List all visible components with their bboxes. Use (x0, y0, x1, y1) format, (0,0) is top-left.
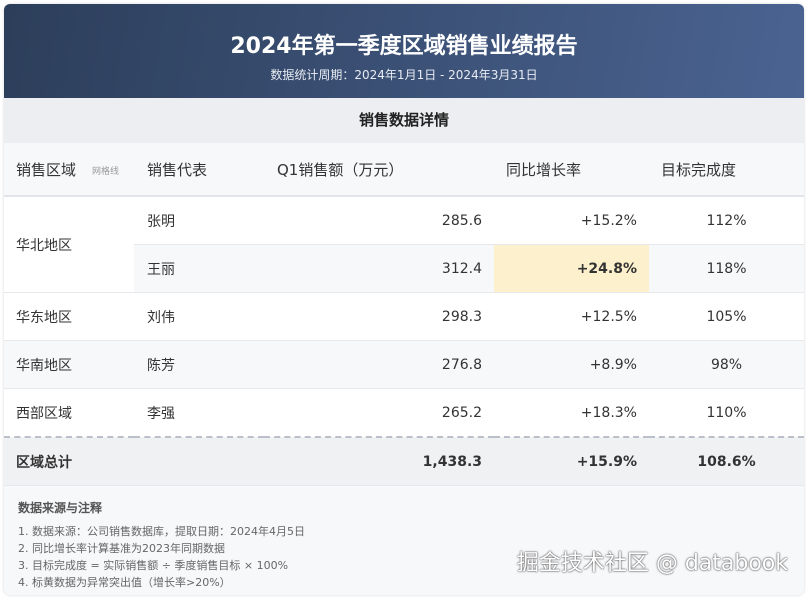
total-sales: 1,438.3 (264, 436, 494, 486)
report-card: 2024年第一季度区域销售业绩报告 数据统计周期：2024年1月1日 - 202… (4, 4, 804, 595)
sales-cell: 265.2 (264, 388, 494, 438)
note-item: 3. 目标完成度 = 实际销售额 ÷ 季度销售目标 × 100% (18, 559, 289, 572)
sales-cell: 285.6 (264, 196, 494, 245)
region-cell: 华南地区 (4, 340, 134, 389)
grid-label: 网格线 (92, 166, 120, 177)
table-row: 华南地区 陈芳 276.8 +8.9% 98% (4, 340, 804, 389)
growth-cell-highlighted: +24.8% (494, 244, 649, 293)
report-title: 2024年第一季度区域销售业绩报告 (230, 34, 578, 59)
total-label: 区域总计 (4, 436, 134, 486)
completion-cell: 105% (649, 292, 804, 341)
col-header-completion: 目标完成度 (649, 143, 804, 197)
watermark: 掘金技术社区 @ databook (516, 551, 788, 576)
sales-cell: 276.8 (264, 340, 494, 389)
completion-cell: 98% (649, 340, 804, 389)
completion-cell: 110% (649, 388, 804, 438)
note-item: 1. 数据来源：公司销售数据库，提取日期：2024年4月5日 (18, 525, 305, 538)
rep-cell: 张明 (134, 196, 264, 245)
total-growth: +15.9% (494, 436, 649, 486)
note-item: 4. 标黄数据为异常突出值（增长率>20%） (18, 576, 231, 589)
region-cell: 华东地区 (4, 292, 134, 341)
section-title: 销售数据详情 (4, 98, 804, 143)
table-row: 王丽 312.4 +24.8% 118% (4, 244, 804, 293)
sales-cell: 298.3 (264, 292, 494, 341)
report-header: 2024年第一季度区域销售业绩报告 数据统计周期：2024年1月1日 - 202… (4, 4, 804, 98)
col-region-label: 销售区域 (16, 160, 77, 179)
growth-cell: +15.2% (494, 196, 649, 245)
table-row: 华北地区 张明 285.6 +15.2% 112% (4, 196, 804, 293)
col-header-region: 销售区域 网格线 (4, 143, 134, 197)
growth-cell: +8.9% (494, 340, 649, 389)
rep-cell: 王丽 (134, 244, 264, 293)
rep-cell: 李强 (134, 388, 264, 438)
growth-cell: +12.5% (494, 292, 649, 341)
table-row: 西部区域 李强 265.2 +18.3% 110% (4, 388, 804, 438)
total-rep-empty (134, 436, 264, 486)
col-header-sales: Q1销售额（万元） (264, 143, 494, 197)
region-cell: 华北地区 (4, 196, 134, 293)
completion-cell: 112% (649, 196, 804, 245)
table-row: 华东地区 刘伟 298.3 +12.5% 105% (4, 292, 804, 341)
total-row: 区域总计 1,438.3 +15.9% 108.6% (4, 436, 804, 486)
note-item: 2. 同比增长率计算基准为2023年同期数据 (18, 542, 225, 555)
col-header-rep: 销售代表 (134, 143, 264, 197)
rep-cell: 刘伟 (134, 292, 264, 341)
report-period: 数据统计周期：2024年1月1日 - 2024年3月31日 (270, 68, 538, 82)
total-completion: 108.6% (649, 436, 804, 486)
col-header-growth: 同比增长率 (494, 143, 649, 197)
region-cell: 西部区域 (4, 388, 134, 438)
completion-cell: 118% (649, 244, 804, 293)
table-header-row: 销售区域 网格线 销售代表 Q1销售额（万元） 同比增长率 目标完成度 (4, 143, 804, 197)
sales-cell: 312.4 (264, 244, 494, 293)
notes-title: 数据来源与注释 (18, 501, 103, 515)
rep-cell: 陈芳 (134, 340, 264, 389)
growth-cell: +18.3% (494, 388, 649, 438)
sales-table: 销售区域 网格线 销售代表 Q1销售额（万元） 同比增长率 目标完成度 华北地区 … (4, 143, 804, 486)
notes-section: 数据来源与注释 1. 数据来源：公司销售数据库，提取日期：2024年4月5日 2… (4, 486, 804, 595)
